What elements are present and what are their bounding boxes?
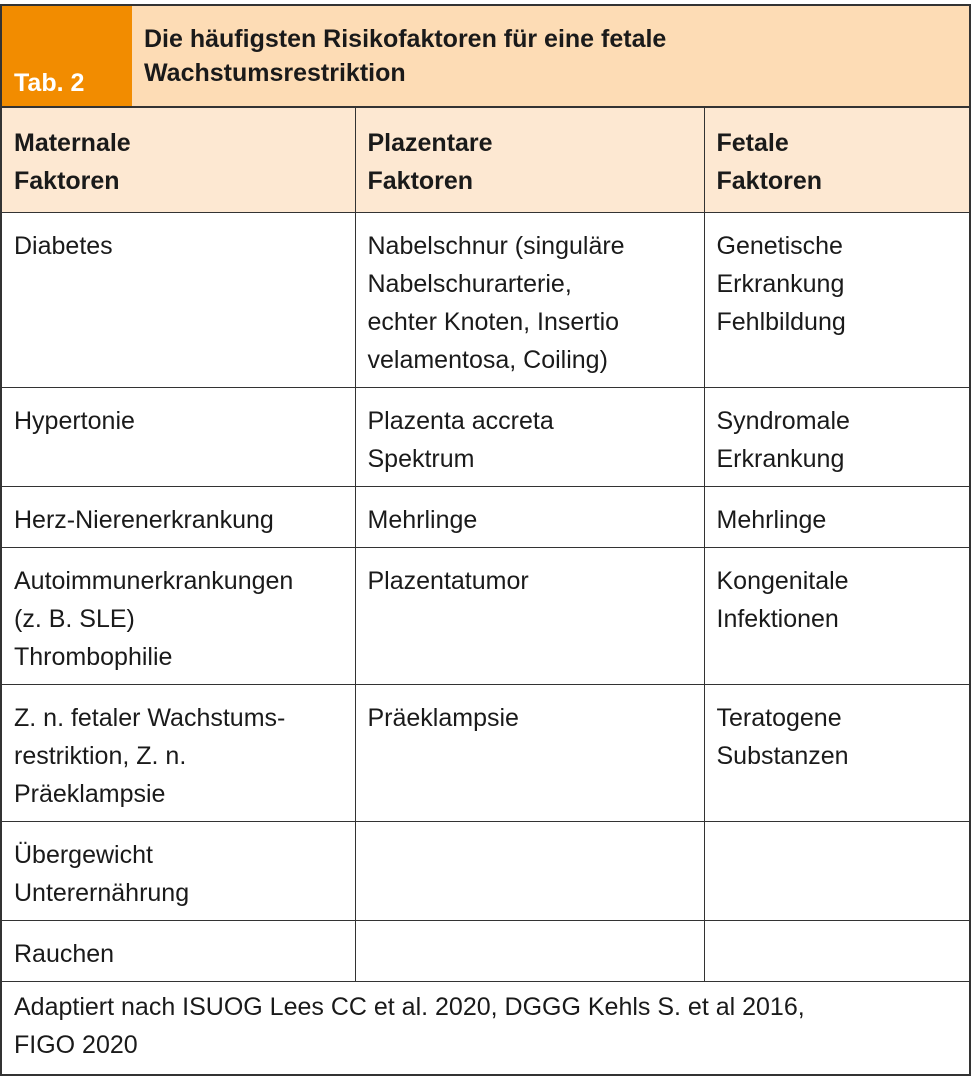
cell-line: Rauchen — [14, 940, 115, 968]
footnote-row: Adaptiert nach ISUOG Lees CC et al. 2020… — [2, 981, 969, 1074]
cell-line: Hypertonie — [14, 407, 135, 435]
table-label: Tab. 2 — [2, 6, 132, 106]
cell-line: velamentosa, Coiling) — [367, 346, 608, 374]
cell-placental — [354, 821, 705, 921]
cell-maternal: Übergewicht Unterernährung — [2, 821, 356, 921]
table-row: Hypertonie Plazenta accreta Spektrum Syndro… — [2, 387, 969, 487]
cell-maternal: Autoimmunerkrankungen (z. B. SLE) Thrombop… — [2, 547, 356, 685]
cell-line: Syndromale — [716, 407, 850, 435]
cell-line: Infektionen — [716, 605, 839, 633]
header-line: Faktoren — [367, 167, 474, 195]
cell-line: restriktion, Z. n. — [14, 742, 187, 770]
header-line: Fetale — [716, 129, 789, 157]
cell-placental — [354, 920, 705, 982]
cell-line: Z. n. fetaler Wachstums- — [14, 704, 286, 732]
header-line: Faktoren — [14, 167, 120, 195]
cell-line: Übergewicht — [14, 841, 153, 869]
cell-fetal — [703, 920, 969, 982]
cell-line: Präeklampsie — [367, 704, 519, 732]
data-table: Maternale Faktoren Plazentare Faktoren Fetal… — [2, 108, 969, 1074]
cell-line: Unterernährung — [14, 879, 190, 907]
cell-fetal: Syndromale Erkrankung — [703, 387, 969, 487]
cell-line: Erkrankung — [716, 445, 845, 473]
table-row: Autoimmunerkrankungen (z. B. SLE) Thrombop… — [2, 547, 969, 685]
cell-fetal: Mehrlinge — [703, 486, 969, 548]
cell-maternal: Herz-Nierenerkrankung — [2, 486, 356, 548]
cell-line: Autoimmunerkrankungen — [14, 567, 294, 595]
cell-line: Nabelschnur (singuläre — [367, 232, 625, 260]
footnote-line: Adaptiert nach ISUOG Lees CC et al. 2020… — [14, 993, 805, 1021]
cell-line: Präeklampsie — [14, 780, 166, 808]
header-line: Maternale — [14, 129, 131, 157]
table-row: Übergewicht Unterernährung — [2, 821, 969, 921]
title-line: Wachstumsrestriktion — [144, 59, 406, 87]
cell-placental: Plazenta accreta Spektrum — [354, 387, 705, 487]
cell-fetal: Teratogene Substanzen — [703, 684, 969, 822]
cell-line: Mehrlinge — [367, 506, 478, 534]
cell-fetal — [703, 821, 969, 921]
cell-fetal: Genetische Erkrankung Fehlbildung — [703, 212, 969, 388]
title-line: Die häufigsten Risikofaktoren für eine f… — [144, 25, 667, 53]
header-row: Maternale Faktoren Plazentare Faktoren Fetal… — [2, 108, 969, 213]
cell-line: Spektrum — [367, 445, 475, 473]
cell-maternal: Rauchen — [2, 920, 356, 982]
cell-line: Fehlbildung — [716, 308, 846, 336]
cell-line: Plazentatumor — [367, 567, 529, 595]
cell-placental: Plazentatumor — [354, 547, 705, 685]
cell-line: Thrombophilie — [14, 643, 173, 671]
cell-line: Teratogene — [716, 704, 842, 732]
column-header-placental: Plazentare Faktoren — [354, 108, 705, 213]
cell-line: Kongenitale — [716, 567, 849, 595]
cell-line: echter Knoten, Insertio — [367, 308, 620, 336]
table-row: Z. n. fetaler Wachstums-restriktion, Z. … — [2, 684, 969, 822]
footnote: Adaptiert nach ISUOG Lees CC et al. 2020… — [2, 981, 969, 1074]
cell-line: Erkrankung — [716, 270, 845, 298]
header-line: Plazentare — [367, 129, 493, 157]
cell-maternal: Hypertonie — [2, 387, 356, 487]
cell-line: Mehrlinge — [716, 506, 827, 534]
cell-line: Herz-Nierenerkrankung — [14, 506, 274, 534]
cell-placental: Mehrlinge — [354, 486, 705, 548]
footnote-line: FIGO 2020 — [14, 1031, 138, 1059]
cell-line: (z. B. SLE) — [14, 605, 135, 633]
table-row: Rauchen — [2, 920, 969, 982]
cell-line: Diabetes — [14, 232, 113, 260]
cell-fetal: Kongenitale Infektionen — [703, 547, 969, 685]
table-row: Diabetes Nabelschnur (singuläre Nabelschur… — [2, 212, 969, 388]
table-row: Herz-Nierenerkrankung Mehrlinge Mehrlinge — [2, 486, 969, 548]
table-title-bar: Tab. 2 Die häufigsten Risikofaktoren für… — [2, 6, 969, 108]
cell-maternal: Z. n. fetaler Wachstums-restriktion, Z. … — [2, 684, 356, 822]
cell-line: Genetische — [716, 232, 843, 260]
cell-line: Nabelschurarterie, — [367, 270, 572, 298]
cell-line: Substanzen — [716, 742, 849, 770]
cell-line: Plazenta accreta — [367, 407, 554, 435]
cell-maternal: Diabetes — [2, 212, 356, 388]
cell-placental: Nabelschnur (singuläre Nabelschurarterie,… — [354, 212, 705, 388]
column-header-maternal: Maternale Faktoren — [2, 108, 356, 213]
cell-placental: Präeklampsie — [354, 684, 705, 822]
header-line: Faktoren — [716, 167, 823, 195]
table-title: Die häufigsten Risikofaktoren für eine f… — [132, 6, 969, 106]
risk-factor-table: Tab. 2 Die häufigsten Risikofaktoren für… — [0, 4, 971, 1076]
column-header-fetal: Fetale Faktoren — [703, 108, 969, 213]
